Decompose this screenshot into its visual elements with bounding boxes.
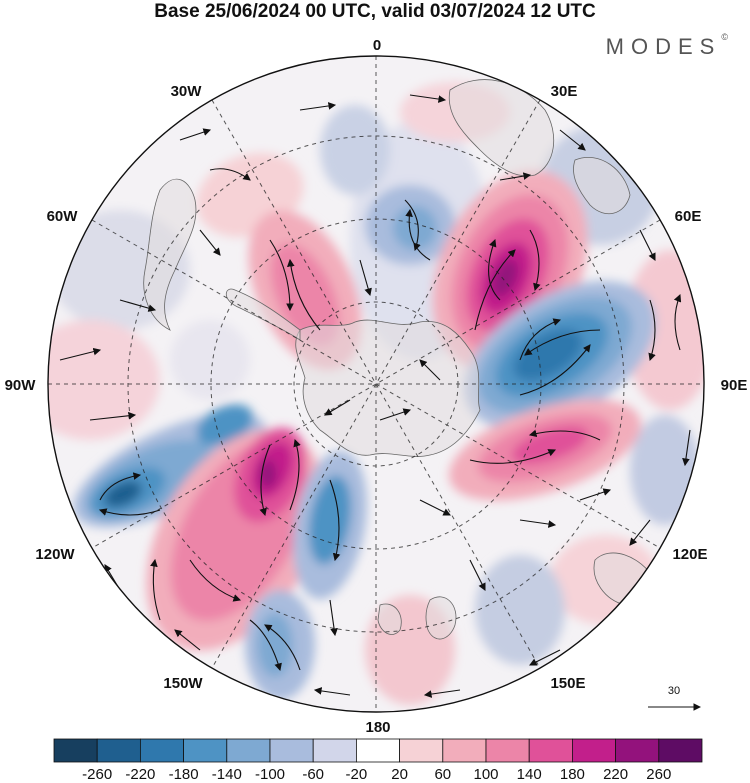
colorbar-swatch	[226, 738, 271, 763]
colorbar-swatch	[355, 738, 400, 763]
copyright-icon: ©	[721, 32, 728, 42]
colorbar-tick-label: -180	[169, 766, 199, 783]
colorbar-tick-label: 180	[560, 766, 585, 783]
colorbar-tick-label: 60	[434, 766, 451, 783]
colorbar-tick-label: -60	[302, 766, 324, 783]
colorbar-swatch	[139, 738, 184, 763]
landmasses	[143, 79, 657, 640]
lon-label-30e: 30E	[551, 83, 578, 100]
colorbar-swatch	[528, 738, 573, 763]
lon-label-0: 0	[373, 37, 381, 54]
colorbar-swatch	[96, 738, 141, 763]
colorbar-swatch	[442, 738, 487, 763]
colorbar-tick-label: -140	[212, 766, 242, 783]
colorbar-swatch	[183, 738, 228, 763]
graticule	[48, 56, 704, 712]
lon-label-120w: 120W	[35, 546, 75, 563]
colorbar-tick-label: -220	[125, 766, 155, 783]
map-title: Base 25/06/2024 00 UTC, valid 03/07/2024…	[154, 1, 596, 22]
colorbar-swatch	[53, 738, 98, 763]
reference-vector-value: 30	[668, 685, 680, 697]
colorbar-tick-label: -100	[255, 766, 285, 783]
reference-vector: 30	[648, 685, 702, 711]
map-disc	[48, 56, 704, 712]
lon-label-60e: 60E	[675, 208, 702, 225]
colorbar-tick-label: 100	[473, 766, 498, 783]
lon-label-150e: 150E	[550, 675, 585, 692]
colorbar-swatch	[658, 738, 703, 763]
logo-text: MODES	[605, 34, 722, 59]
colorbar-tick-label: 140	[517, 766, 542, 783]
lon-label-120e: 120E	[672, 546, 707, 563]
lon-label-60w: 60W	[47, 208, 79, 225]
colorbar-swatch	[615, 738, 660, 763]
colorbar-tick-label: -20	[346, 766, 368, 783]
colorbar: -260 -220 -180 -140 -100 -60 -20 20 60 100 140 180 2…	[53, 738, 703, 783]
colorbar-swatch	[312, 738, 357, 763]
colorbar-swatch	[485, 738, 530, 763]
longitude-labels: 0 30E 60E 90E 120E 150E 180 150W 120W 90…	[5, 37, 748, 736]
lon-label-30w: 30W	[171, 83, 203, 100]
map-boundary	[47, 55, 705, 713]
lon-label-90e: 90E	[721, 377, 748, 394]
colorbar-tick-label: 220	[603, 766, 628, 783]
colorbar-tick-label: 260	[646, 766, 671, 783]
lon-label-90w: 90W	[5, 377, 37, 394]
colorbar-swatch	[269, 738, 314, 763]
colorbar-tick-label: 20	[391, 766, 408, 783]
lon-label-150w: 150W	[163, 675, 203, 692]
colorbar-swatch	[399, 738, 444, 763]
modes-logo: MODES©	[605, 32, 728, 60]
colorbar-tick-label: -260	[82, 766, 112, 783]
lon-label-180: 180	[365, 719, 390, 736]
colorbar-swatch	[572, 738, 617, 763]
